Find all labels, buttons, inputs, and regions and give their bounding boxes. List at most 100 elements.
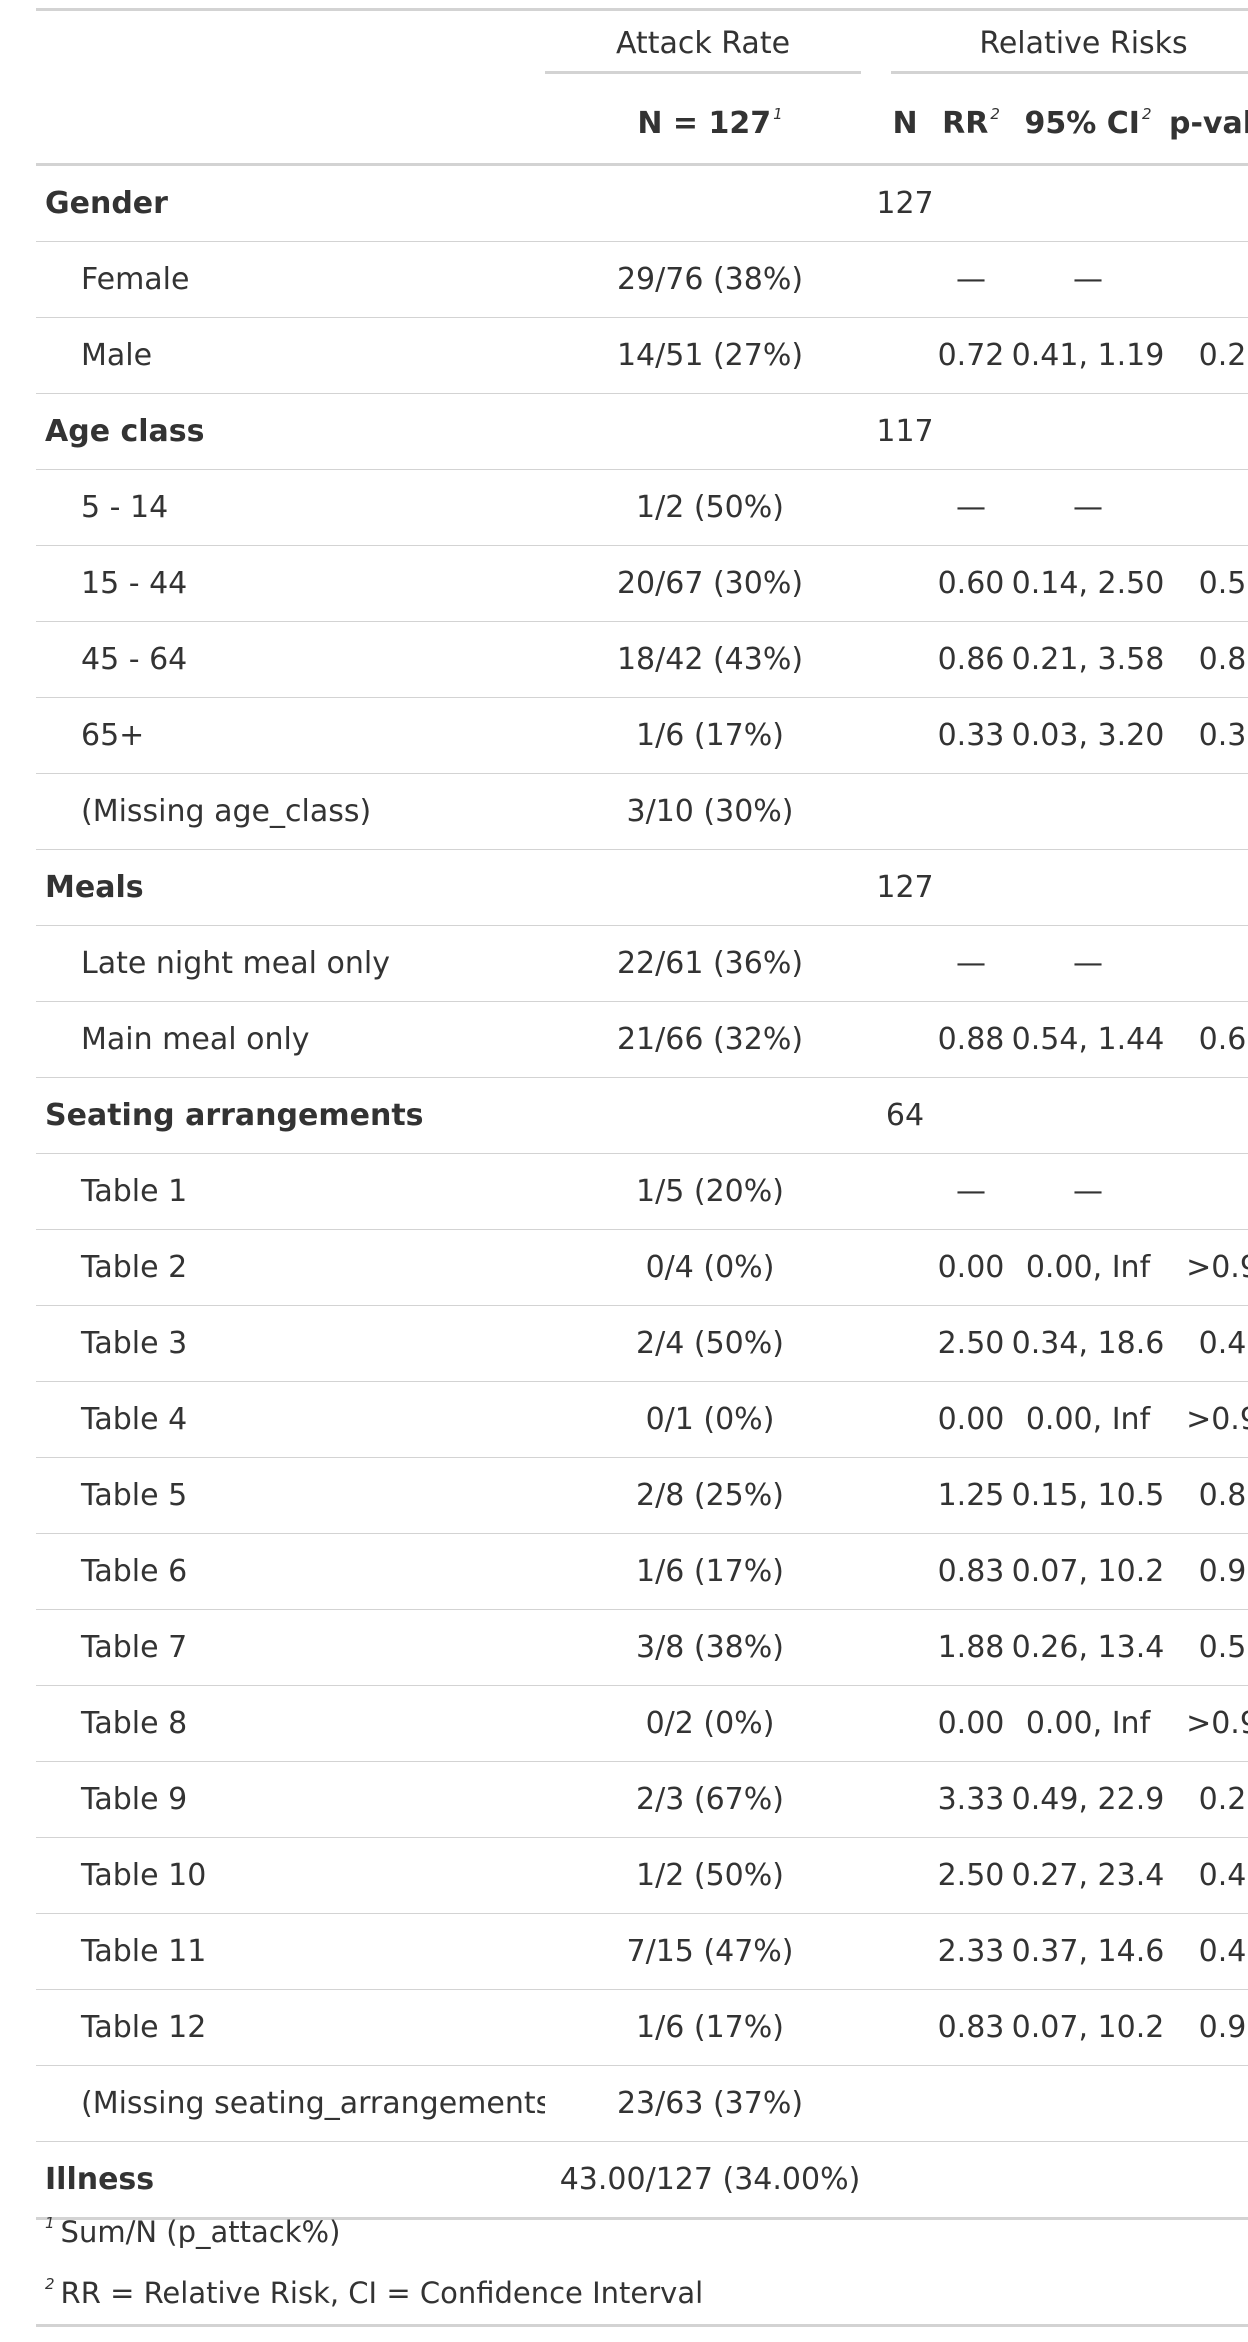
cell-n (875, 545, 935, 622)
spanner-attack-rate-label: Attack Rate (545, 26, 861, 74)
cell-attack-rate: 21/66 (32%) (545, 1001, 875, 1078)
cell-rr: 0.00 (935, 1381, 1007, 1458)
table-row: (Missing seating_arrangements) 23/63 (37%… (36, 2065, 1248, 2142)
cell-rr: 0.60 (935, 545, 1007, 622)
row-label: Late night meal only (36, 925, 545, 1002)
spanner-empty (36, 11, 545, 83)
cell-rr (935, 2141, 1007, 2220)
row-label: Seating arrangements (36, 1077, 545, 1154)
cell-p-value: 0.4 (1169, 1913, 1248, 1990)
cell-p-value (1169, 925, 1248, 1002)
cell-ci (1007, 2065, 1169, 2142)
cell-attack-rate: 23/63 (37%) (545, 2065, 875, 2142)
table-row: Table 6 1/6 (17%) 0.83 0.07, 10.2 0.9 (36, 1533, 1248, 1610)
cell-rr: 3.33 (935, 1761, 1007, 1838)
cell-ci (1007, 2141, 1169, 2220)
table-row: Table 80/2 (0%) 0.000.00, Inf>0.9 (36, 1685, 1248, 1762)
cell-ci (1007, 849, 1169, 926)
cell-rr: 0.33 (935, 697, 1007, 774)
row-label: Table 12 (36, 1989, 545, 2066)
cell-attack-rate: 7/15 (47%) (545, 1913, 875, 1990)
cell-rr: 0.00 (935, 1229, 1007, 1306)
cell-ci: 0.41, 1.19 (1007, 317, 1169, 394)
column-header-ci: 95% CI 2 (1007, 83, 1169, 166)
cell-p-value (1169, 1153, 1248, 1230)
cell-rr (935, 393, 1007, 470)
cell-n (875, 469, 935, 546)
cell-rr: 0.72 (935, 317, 1007, 394)
cell-attack-rate: 1/6 (17%) (545, 1533, 875, 1610)
row-label: Table 1 (36, 1153, 545, 1230)
cell-n (875, 241, 935, 318)
cell-n: 127 (875, 849, 935, 926)
group-row: Illness 43.00/127 (34.00%) (36, 2141, 1248, 2220)
row-label: Table 2 (36, 1229, 545, 1306)
cell-ci: 0.00, Inf (1007, 1685, 1169, 1762)
cell-n: 127 (875, 164, 935, 242)
footnote-mark: 1 (773, 104, 783, 123)
cell-ci: 0.37, 14.6 (1007, 1913, 1169, 1990)
cell-ci: 0.07, 10.2 (1007, 1533, 1169, 1610)
cell-ci: 0.34, 18.6 (1007, 1305, 1169, 1382)
cell-attack-rate: 0/1 (0%) (545, 1381, 875, 1458)
cell-ci: — (1007, 241, 1169, 318)
cell-attack-rate: 2/8 (25%) (545, 1457, 875, 1534)
row-label: Age class (36, 393, 545, 470)
table-row: Late night meal only 22/61 (36%) — — (36, 925, 1248, 1002)
cell-ci (1007, 773, 1169, 850)
table-header: Attack Rate Relative Risks N = 127 1 N RR… (36, 8, 1248, 166)
cell-p-value: 0.9 (1169, 1989, 1248, 2066)
cell-ci: 0.21, 3.58 (1007, 621, 1169, 698)
cell-p-value: >0.9 (1169, 1685, 1248, 1762)
cell-attack-rate (545, 849, 875, 926)
cell-attack-rate: 2/3 (67%) (545, 1761, 875, 1838)
row-label: Table 4 (36, 1381, 545, 1458)
cell-p-value: 0.2 (1169, 317, 1248, 394)
cell-rr: — (935, 1153, 1007, 1230)
cell-n (875, 1229, 935, 1306)
footnote-mark: 1 (45, 2214, 55, 2232)
cell-attack-rate: 0/2 (0%) (545, 1685, 875, 1762)
table-row: Female 29/76 (38%) — — (36, 241, 1248, 318)
table-footnotes: 1 Sum/N (p_attack%) 2 RR = Relative Risk, C… (36, 2202, 1248, 2327)
cell-n: 64 (875, 1077, 935, 1154)
row-label: Table 3 (36, 1305, 545, 1382)
row-label: 65+ (36, 697, 545, 774)
cell-p-value (1169, 2141, 1248, 2220)
cell-attack-rate: 18/42 (43%) (545, 621, 875, 698)
cell-attack-rate: 22/61 (36%) (545, 925, 875, 1002)
cell-ci: 0.54, 1.44 (1007, 1001, 1169, 1078)
cell-p-value: >0.9 (1169, 1229, 1248, 1306)
cell-rr: 1.88 (935, 1609, 1007, 1686)
column-header-rr: RR 2 (935, 83, 1007, 166)
table-row: Main meal only 21/66 (32%) 0.88 0.54, 1.44 0… (36, 1001, 1248, 1078)
cell-attack-rate: 0/4 (0%) (545, 1229, 875, 1306)
cell-n (875, 1761, 935, 1838)
cell-rr: 0.83 (935, 1533, 1007, 1610)
table-row: Table 12 1/6 (17%) 0.83 0.07, 10.2 0.9 (36, 1989, 1248, 2066)
row-label: Gender (36, 164, 545, 242)
cell-n (875, 2065, 935, 2142)
table-row: Male 14/51 (27%) 0.72 0.41, 1.19 0.2 (36, 317, 1248, 394)
row-label: Table 11 (36, 1913, 545, 1990)
cell-n (875, 2141, 935, 2220)
table-row: (Missing age_class) 3/10 (30%) (36, 773, 1248, 850)
cell-p-value: 0.3 (1169, 697, 1248, 774)
row-label: (Missing seating_arrangements) (36, 2065, 545, 2142)
cell-p-value (1169, 1077, 1248, 1154)
cell-p-value (1169, 393, 1248, 470)
cell-rr: — (935, 241, 1007, 318)
row-label: Male (36, 317, 545, 394)
row-label: 5 - 14 (36, 469, 545, 546)
cell-n (875, 621, 935, 698)
row-label: Female (36, 241, 545, 318)
row-label: Table 6 (36, 1533, 545, 1610)
column-header-ci-text: 95% CI (1024, 105, 1140, 141)
column-header-p-value: p-value (1169, 83, 1248, 166)
cell-rr: 0.88 (935, 1001, 1007, 1078)
cell-rr: 2.33 (935, 1913, 1007, 1990)
cell-n (875, 1001, 935, 1078)
cell-p-value: 0.4 (1169, 1305, 1248, 1382)
